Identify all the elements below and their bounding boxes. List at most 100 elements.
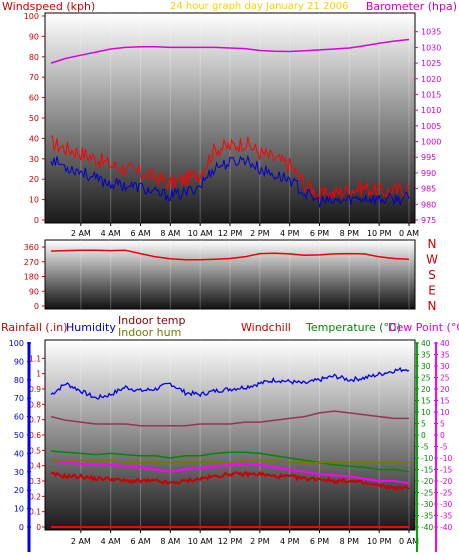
humidity-axis-title: Humidity: [66, 321, 116, 334]
humidity-tick-label: 40: [14, 449, 24, 458]
time-tick-label: 10 PM: [367, 229, 392, 238]
time-tick-label: 10 AM: [188, 229, 213, 238]
rainfall-tick-label: 0.8: [29, 400, 41, 409]
dew-point-tick-label: -35: [440, 512, 452, 521]
compass-letter: N: [428, 299, 437, 313]
rainfall-tick-label: 0.7: [29, 416, 41, 425]
humidity-tick-label: 10: [14, 505, 24, 514]
barometer-tick-label: 1035: [421, 28, 441, 37]
temperature-tick-label: -10: [421, 454, 433, 463]
wind-average-line: [50, 154, 410, 208]
compass-letter: W: [426, 253, 438, 267]
barometer-tick-label: 1015: [421, 90, 441, 99]
dew-point-axis-title: Dew Point (°C): [388, 321, 459, 334]
barometer-tick-label: 1005: [421, 122, 441, 131]
indoor-hum-label: Indoor hum: [118, 326, 181, 339]
windspeed-tick-label: 10: [29, 196, 39, 205]
dew-point-tick-labels: -40 -35 -30 -25 -20 -15 -10 -5 0 5 10 15 20 25 30 35 40: [434, 339, 452, 532]
rainfall-tick-label: 0.5: [29, 446, 41, 455]
dew-point-tick-label: 20: [440, 385, 450, 394]
barometer-line: [50, 38, 410, 64]
temp-humidity-lines: [50, 366, 410, 528]
dew-point-tick-label: 5: [440, 420, 445, 429]
barometer-tick-label: 995: [421, 153, 436, 162]
dew-point-tick-label: -40: [440, 523, 452, 532]
rainfall-tick-label: 0.1: [29, 508, 41, 517]
windchill-line: [50, 471, 410, 492]
humidity-tick-label: 100: [9, 339, 24, 348]
rainfall-tick-labels: 0 0.1 0.2 0.3 0.4 0.5 0.6 0.7 0.8 0.9 1 1.1: [29, 354, 45, 532]
time-tick-label: 10 PM: [367, 537, 392, 546]
time-tick-label: 8 PM: [340, 229, 359, 238]
windspeed-tick-label: 0: [34, 216, 39, 225]
barometer-tick-label: 980: [421, 200, 436, 209]
temperature-tick-label: -25: [421, 489, 433, 498]
time-tick-label: 6 AM: [130, 229, 150, 238]
time-tick-label: 8 AM: [160, 229, 180, 238]
barometer-tick-label: 975: [421, 216, 436, 225]
humidity-tick-label: 90: [14, 357, 24, 366]
compass-letter: S: [428, 268, 436, 282]
dew-point-tick-label: 25: [440, 374, 450, 383]
dew-point-tick-label: 10: [440, 408, 450, 417]
windspeed-tick-label: 30: [29, 155, 39, 164]
barometer-tick-label: 1020: [421, 75, 441, 84]
dew-point-tick-label: 15: [440, 397, 450, 406]
time-tick-label: 6 PM: [310, 229, 329, 238]
time-tick-label: 12 PM: [218, 229, 243, 238]
dew-point-tick-label: -10: [440, 454, 452, 463]
temp-time-tick-labels: 2 AM 4 AM 6 AM 8 AM 10 AM 12 PM 2 PM 4 PM 6 PM 8 …: [71, 530, 419, 546]
humidity-tick-label: 50: [14, 431, 24, 440]
windspeed-tick-label: 90: [29, 32, 39, 41]
humidity-tick-label: 0: [19, 523, 24, 532]
rainfall-tick-label: 0.6: [29, 431, 41, 440]
temperature-tick-label: -5: [421, 443, 429, 452]
wind-barometer-lines: [50, 38, 410, 208]
temperature-tick-label: -20: [421, 477, 433, 486]
time-tick-label: 6 AM: [130, 537, 150, 546]
barometer-tick-label: 1000: [421, 138, 441, 147]
humidity-line: [50, 366, 410, 400]
windspeed-tick-label: 50: [29, 114, 39, 123]
temperature-tick-label: 25: [421, 374, 431, 383]
time-tick-label: 0 AM: [399, 229, 419, 238]
rainfall-tick-label: 0.2: [29, 492, 41, 501]
time-tick-label: 10 AM: [188, 537, 213, 546]
windspeed-tick-label: 60: [29, 94, 39, 103]
wind-direction-line: [50, 249, 410, 261]
dew-point-tick-label: 40: [440, 339, 450, 348]
dew-point-tick-label: -30: [440, 500, 452, 509]
temperature-tick-label: 30: [421, 362, 431, 371]
temperature-tick-label: 0: [421, 431, 426, 440]
time-tick-label: 0 AM: [399, 537, 419, 546]
direction-tick-labels: 0 90 180 270 360: [24, 243, 45, 311]
temperature-tick-label: -15: [421, 466, 433, 475]
direction-plot-area: [44, 239, 416, 310]
dew-point-tick-label: 0: [440, 431, 445, 440]
indoor-temp-label: Indoor temp: [118, 314, 185, 327]
windspeed-tick-labels: 0 10 20 30 40 50 60 70 80 90 100: [24, 12, 45, 225]
humidity-tick-label: 20: [14, 486, 24, 495]
direction-tick-label: 270: [24, 258, 39, 267]
barometer-tick-label: 1025: [421, 59, 441, 68]
direction-grid: [80, 240, 410, 309]
humidity-tick-label: 60: [14, 413, 24, 422]
direction-tick-label: 360: [24, 243, 39, 252]
direction-tick-label: 180: [24, 273, 39, 282]
humidity-tick-label: 80: [14, 376, 24, 385]
time-tick-label: 4 AM: [101, 537, 121, 546]
rainfall-tick-label: 0.3: [29, 477, 41, 486]
temperature-axis-title: Temperature (°C): [305, 321, 401, 334]
compass-letter: E: [428, 284, 436, 298]
indoor-temp-line: [51, 459, 409, 464]
temperature-tick-label: -35: [421, 512, 433, 521]
dew-point-line: [50, 459, 410, 485]
humidity-tick-label: 70: [14, 394, 24, 403]
time-tick-label: 8 AM: [160, 537, 180, 546]
windchill-label: Windchill: [241, 321, 291, 334]
dew-point-tick-label: 30: [440, 362, 450, 371]
windspeed-tick-label: 70: [29, 73, 39, 82]
time-tick-label: 12 PM: [218, 537, 243, 546]
time-tick-label: 4 AM: [101, 229, 121, 238]
